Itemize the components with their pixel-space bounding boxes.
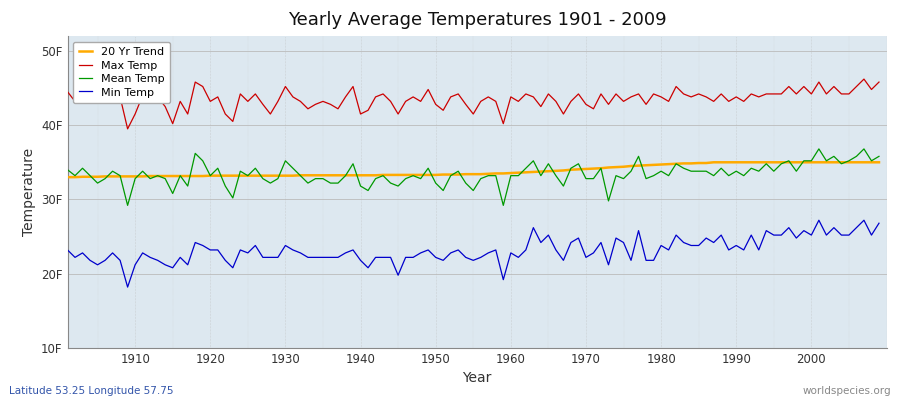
X-axis label: Year: Year (463, 372, 491, 386)
Min Temp (122, 285, 133, 290)
Legend: 20 Yr Trend, Max Temp, Mean Temp, Min Temp: 20 Yr Trend, Max Temp, Mean Temp, Min Te… (73, 42, 170, 103)
Y-axis label: Temperature: Temperature (22, 148, 36, 236)
Mean Temp (603, 198, 614, 203)
20 Yr Trend (333, 173, 344, 178)
Min Temp (130, 262, 140, 267)
Max Temp (295, 99, 306, 104)
Line: Max Temp: Max Temp (68, 79, 879, 129)
Max Temp (62, 89, 73, 94)
Mean Temp (513, 173, 524, 178)
20 Yr Trend (62, 175, 73, 180)
20 Yr Trend (596, 166, 607, 171)
Title: Yearly Average Temperatures 1901 - 2009: Yearly Average Temperatures 1901 - 2009 (288, 11, 666, 29)
Mean Temp (814, 146, 824, 151)
Min Temp (340, 250, 351, 255)
Min Temp (814, 218, 824, 223)
Line: 20 Yr Trend: 20 Yr Trend (68, 162, 879, 177)
Max Temp (603, 102, 614, 107)
Min Temp (513, 255, 524, 260)
Max Temp (506, 94, 517, 99)
Mean Temp (295, 173, 306, 178)
Max Temp (859, 77, 869, 82)
Mean Temp (130, 176, 140, 181)
20 Yr Trend (874, 160, 885, 165)
Min Temp (62, 248, 73, 252)
20 Yr Trend (287, 173, 298, 178)
Mean Temp (62, 167, 73, 172)
Max Temp (874, 80, 885, 84)
Max Temp (340, 94, 351, 99)
Text: worldspecies.org: worldspecies.org (803, 386, 891, 396)
20 Yr Trend (122, 174, 133, 179)
Min Temp (506, 250, 517, 255)
20 Yr Trend (498, 171, 508, 176)
Min Temp (603, 262, 614, 267)
Text: Latitude 53.25 Longitude 57.75: Latitude 53.25 Longitude 57.75 (9, 386, 174, 396)
Line: Min Temp: Min Temp (68, 220, 879, 287)
20 Yr Trend (506, 171, 517, 176)
Max Temp (122, 126, 133, 131)
Line: Mean Temp: Mean Temp (68, 149, 879, 205)
Max Temp (130, 112, 140, 116)
Mean Temp (506, 173, 517, 178)
Min Temp (874, 221, 885, 226)
Max Temp (513, 99, 524, 104)
Mean Temp (874, 154, 885, 159)
Mean Temp (122, 203, 133, 208)
Min Temp (295, 250, 306, 255)
20 Yr Trend (708, 160, 719, 165)
Mean Temp (340, 173, 351, 178)
